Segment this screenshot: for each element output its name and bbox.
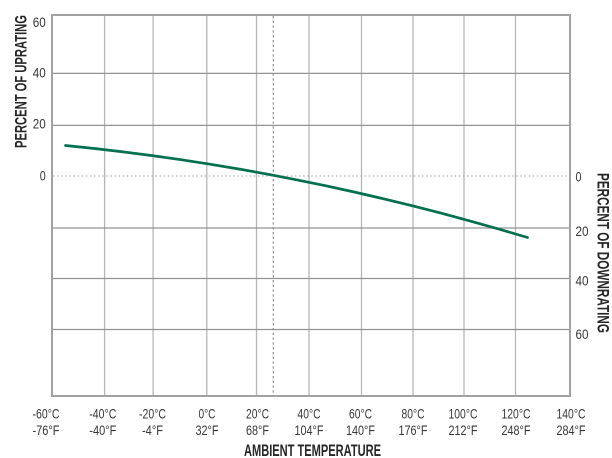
svg-text:AMBIENT TEMPERATURE: AMBIENT TEMPERATURE <box>244 441 381 458</box>
svg-text:60°C: 60°C <box>349 406 372 422</box>
svg-text:60: 60 <box>576 326 589 342</box>
svg-text:0: 0 <box>576 169 582 185</box>
svg-text:80°C: 80°C <box>402 406 425 422</box>
svg-text:20°C: 20°C <box>246 406 269 422</box>
svg-text:-20°C: -20°C <box>139 406 166 422</box>
svg-text:PERCENT OF DOWNRATING: PERCENT OF DOWNRATING <box>593 173 612 333</box>
svg-text:-40°F: -40°F <box>89 422 116 438</box>
svg-text:248°F: 248°F <box>502 422 531 438</box>
svg-text:40: 40 <box>33 65 46 81</box>
svg-text:-60°C: -60°C <box>33 406 60 422</box>
svg-text:176°F: 176°F <box>399 422 428 438</box>
svg-text:104°F: 104°F <box>295 422 324 438</box>
svg-text:140°C: 140°C <box>557 406 586 422</box>
svg-text:140°F: 140°F <box>346 422 375 438</box>
svg-text:284°F: 284°F <box>557 422 586 438</box>
svg-text:40°C: 40°C <box>298 406 321 422</box>
svg-text:-4°F: -4°F <box>142 422 163 438</box>
svg-text:0°C: 0°C <box>199 406 216 422</box>
svg-text:20: 20 <box>576 223 589 239</box>
svg-text:-76°F: -76°F <box>33 422 60 438</box>
svg-text:PERCENT OF UPRATING: PERCENT OF UPRATING <box>12 15 31 148</box>
svg-text:20: 20 <box>33 116 46 132</box>
svg-text:32°F: 32°F <box>196 422 219 438</box>
svg-text:40: 40 <box>576 273 589 289</box>
svg-text:120°C: 120°C <box>502 406 531 422</box>
svg-text:212°F: 212°F <box>449 422 478 438</box>
svg-text:60: 60 <box>33 14 46 30</box>
svg-text:-40°C: -40°C <box>89 406 116 422</box>
svg-text:0: 0 <box>40 168 46 184</box>
svg-text:68°F: 68°F <box>246 422 269 438</box>
svg-text:100°C: 100°C <box>449 406 478 422</box>
